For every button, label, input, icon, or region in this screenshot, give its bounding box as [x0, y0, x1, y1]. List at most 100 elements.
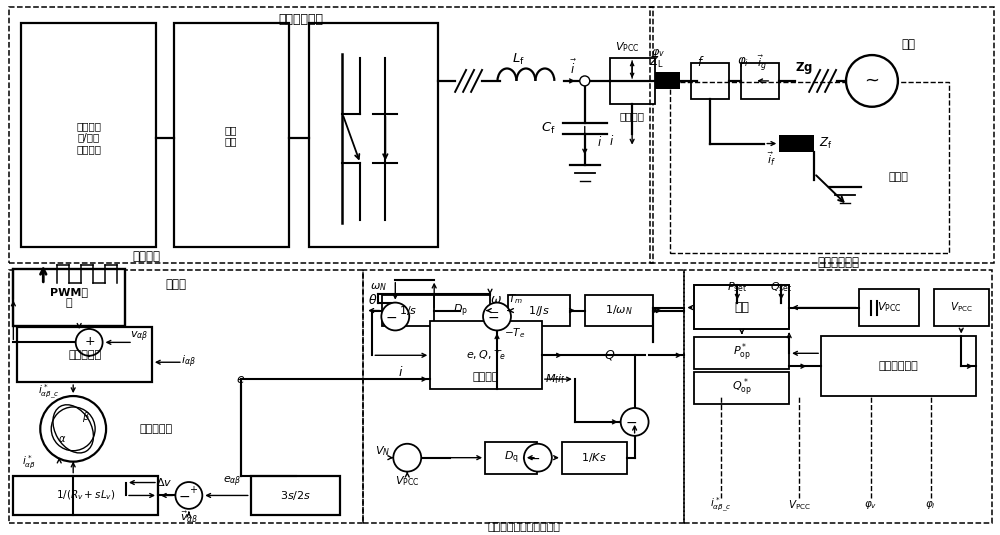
Bar: [655, 72, 680, 89]
Bar: [508, 295, 570, 326]
Text: 风光电源结构: 风光电源结构: [278, 13, 323, 26]
Text: 风力发电
机/太阳
能光伏板: 风力发电 机/太阳 能光伏板: [76, 121, 101, 154]
Bar: [694, 338, 789, 369]
Bar: [21, 23, 156, 247]
Text: $1/\omega_N$: $1/\omega_N$: [605, 304, 633, 317]
Text: 开关: 开关: [734, 301, 749, 314]
Text: 自同步电压源型控制策略: 自同步电压源型控制策略: [487, 522, 560, 532]
Text: $\varphi_v$: $\varphi_v$: [651, 47, 665, 59]
Bar: [585, 295, 653, 326]
Text: $e$: $e$: [236, 373, 245, 386]
Text: $Z_\mathrm{f}$: $Z_\mathrm{f}$: [819, 136, 833, 151]
Bar: [9, 270, 363, 523]
Text: $Q_\mathrm{op}^*$: $Q_\mathrm{op}^*$: [732, 377, 752, 399]
Circle shape: [40, 396, 106, 462]
Bar: [485, 442, 537, 473]
Text: $V_N$: $V_N$: [375, 444, 390, 457]
Text: $M_\mathrm{f}i_\mathrm{f}$: $M_\mathrm{f}i_\mathrm{f}$: [545, 372, 565, 386]
Text: $T_m$: $T_m$: [508, 292, 522, 305]
Text: $Z_\mathrm{L}$: $Z_\mathrm{L}$: [649, 55, 664, 70]
Bar: [382, 295, 434, 326]
Bar: [610, 58, 655, 104]
Text: f: f: [697, 56, 702, 68]
Text: $V_\mathrm{PCC}$: $V_\mathrm{PCC}$: [615, 40, 640, 54]
Circle shape: [381, 303, 409, 331]
Bar: [691, 63, 729, 99]
Text: $i_{\alpha\beta\_c}^*$: $i_{\alpha\beta\_c}^*$: [710, 496, 732, 515]
Circle shape: [846, 55, 898, 107]
Text: $-$: $-$: [385, 310, 397, 324]
Text: $V_\mathrm{PCC}$: $V_\mathrm{PCC}$: [877, 301, 901, 315]
Text: $-$: $-$: [489, 305, 499, 316]
Text: $-$: $-$: [625, 415, 637, 429]
Circle shape: [580, 76, 590, 86]
Circle shape: [76, 329, 103, 356]
Text: 参考功率计算: 参考功率计算: [879, 361, 918, 371]
Bar: [694, 285, 789, 330]
Bar: [251, 476, 340, 515]
Text: $+$: $+$: [84, 335, 95, 348]
Text: $1/Js$: $1/Js$: [528, 303, 550, 318]
Text: $V_\mathrm{PCC}$: $V_\mathrm{PCC}$: [395, 475, 420, 488]
Text: 环形限流器: 环形限流器: [139, 424, 173, 434]
Text: PWM调
制: PWM调 制: [50, 287, 88, 309]
Text: $C_\mathrm{f}$: $C_\mathrm{f}$: [541, 120, 555, 136]
Text: $i$: $i$: [398, 365, 403, 379]
Bar: [430, 322, 542, 389]
Text: $1/Ks$: $1/Ks$: [581, 451, 607, 464]
Bar: [174, 23, 289, 247]
Text: $1/(R_v+sL_v)$: $1/(R_v+sL_v)$: [56, 488, 115, 502]
Bar: [363, 270, 684, 523]
Text: $\theta$: $\theta$: [368, 293, 377, 307]
Text: $\omega_N$: $\omega_N$: [370, 281, 387, 293]
Bar: [741, 63, 779, 99]
Text: $i_{\alpha\beta}^*$: $i_{\alpha\beta}^*$: [22, 454, 36, 471]
Text: $1/s$: $1/s$: [399, 304, 417, 317]
Text: $-$: $-$: [528, 450, 540, 465]
Circle shape: [524, 444, 552, 471]
Text: 电流控制器: 电流控制器: [68, 350, 101, 360]
Text: $-T_e$: $-T_e$: [504, 326, 526, 340]
Bar: [684, 270, 992, 523]
Text: $+$: $+$: [189, 484, 198, 495]
Text: $D_\mathrm{q}$: $D_\mathrm{q}$: [504, 449, 518, 466]
Text: $i_{\alpha\beta\_c}^*$: $i_{\alpha\beta\_c}^*$: [38, 383, 60, 401]
Bar: [934, 289, 989, 326]
Text: $v_{\alpha\beta}$: $v_{\alpha\beta}$: [130, 329, 148, 343]
Text: $\vec{v}_{\alpha\beta}$: $\vec{v}_{\alpha\beta}$: [180, 510, 198, 529]
Text: $i$: $i$: [597, 135, 602, 149]
Text: $V_\mathrm{PCC}$: $V_\mathrm{PCC}$: [950, 301, 973, 315]
Text: $\mathbf{Zg}$: $\mathbf{Zg}$: [795, 60, 813, 76]
Text: ~: ~: [864, 72, 879, 90]
Text: $P_\mathrm{set}$: $P_\mathrm{set}$: [727, 280, 748, 294]
Circle shape: [483, 303, 511, 331]
Text: 调制信号: 调制信号: [132, 250, 160, 263]
Text: $\varphi_i$: $\varphi_i$: [925, 499, 936, 511]
Circle shape: [175, 482, 202, 509]
Text: $-$: $-$: [487, 310, 499, 324]
Text: $\vec{i}_f$: $\vec{i}_f$: [767, 151, 776, 168]
Bar: [821, 337, 976, 396]
Bar: [13, 269, 125, 326]
Text: $P_\mathrm{op}^*$: $P_\mathrm{op}^*$: [733, 342, 751, 364]
Bar: [430, 295, 490, 326]
Bar: [309, 23, 438, 247]
Text: $\Delta v$: $\Delta v$: [156, 476, 172, 487]
Text: 智能仪表: 智能仪表: [620, 111, 645, 121]
Text: $\varphi_v$: $\varphi_v$: [864, 499, 878, 511]
Text: $L_\mathrm{f}$: $L_\mathrm{f}$: [512, 51, 524, 66]
Text: 故障点: 故障点: [889, 172, 909, 182]
Text: 电流环: 电流环: [165, 278, 186, 291]
Text: $\alpha$: $\alpha$: [58, 434, 66, 444]
Bar: [562, 442, 627, 473]
Text: $\varphi_i$: $\varphi_i$: [737, 55, 749, 69]
Text: 储能
系统: 储能 系统: [225, 125, 237, 147]
Text: $i$: $i$: [609, 134, 614, 148]
Bar: [17, 327, 152, 382]
Bar: [13, 476, 158, 515]
Text: $Q$: $Q$: [604, 348, 615, 362]
Text: 计算公式: 计算公式: [473, 372, 499, 382]
Text: $\vec{i}$: $\vec{i}$: [570, 59, 577, 77]
Text: 电网: 电网: [902, 37, 916, 51]
Text: $-$: $-$: [178, 488, 190, 502]
